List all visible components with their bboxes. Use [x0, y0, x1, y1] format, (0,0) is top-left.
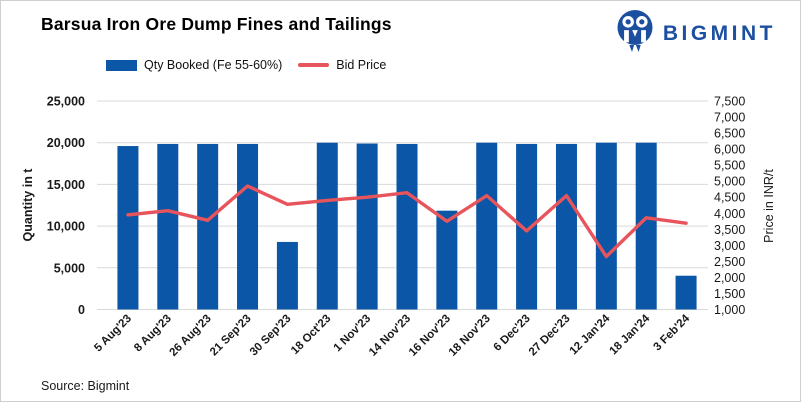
y-right-tick-label: 5,500: [714, 159, 745, 173]
legend-item-qty: Qty Booked (Fe 55-60%): [106, 58, 282, 72]
x-tick-label: 14 Nov'23: [367, 313, 413, 359]
y-right-tick-label: 1,000: [714, 303, 745, 317]
y-right-tick-label: 5,000: [714, 175, 745, 189]
x-tick-label: 8 Aug'23: [132, 313, 174, 355]
y-right-tick-label: 6,500: [714, 127, 745, 141]
x-tick-label: 12 Jan'24: [568, 312, 613, 357]
bar: [516, 143, 538, 310]
y-left-tick-label: 25,000: [47, 95, 85, 109]
x-tick-label: 30 Sep'23: [248, 313, 294, 359]
bar: [197, 143, 219, 310]
y-right-tick-label: 4,500: [714, 191, 745, 205]
bar: [635, 142, 657, 310]
y-left-axis-title: Quantity in t: [21, 168, 35, 242]
bigmint-logo-icon: [614, 8, 656, 59]
y-right-tick-label: 4,000: [714, 207, 745, 221]
legend-bar-swatch-icon: [106, 59, 137, 71]
bar: [276, 241, 298, 310]
y-right-tick-label: 2,500: [714, 255, 745, 269]
y-right-tick-label: 7,000: [714, 111, 745, 125]
bar: [157, 143, 179, 310]
legend-item-price: Bid Price: [298, 58, 386, 72]
bigmint-logo: BIGMINT: [614, 8, 776, 59]
bar: [675, 275, 697, 310]
y-left-tick-label: 15,000: [47, 178, 85, 192]
x-tick-label: 18 Oct'23: [289, 313, 333, 357]
x-tick-label: 26 Aug'23: [168, 313, 214, 359]
legend-line-swatch-icon: [298, 63, 330, 67]
bigmint-logo-text: BIGMINT: [662, 21, 776, 45]
y-right-tick-label: 3,000: [714, 239, 745, 253]
x-tick-label: 1 Nov'23: [332, 313, 374, 355]
x-tick-label: 18 Jan'24: [608, 312, 653, 357]
x-tick-label: 21 Sep'23: [208, 313, 254, 359]
legend-qty-label: Qty Booked (Fe 55-60%): [144, 58, 283, 72]
x-tick-label: 18 Nov'23: [447, 313, 493, 359]
chart-title: Barsua Iron Ore Dump Fines and Tailings: [41, 14, 392, 34]
x-tick-label: 16 Nov'23: [407, 313, 453, 359]
bar: [595, 142, 617, 310]
y-right-tick-label: 6,000: [714, 143, 745, 157]
y-right-tick-label: 3,500: [714, 223, 745, 237]
bar: [356, 143, 378, 310]
bar: [476, 142, 498, 310]
y-right-tick-label: 1,500: [714, 287, 745, 301]
bar: [117, 146, 139, 310]
y-left-tick-label: 0: [78, 303, 85, 317]
y-left-tick-label: 20,000: [47, 136, 85, 150]
source-note: Source: Bigmint: [41, 379, 130, 393]
y-right-tick-label: 2,000: [714, 271, 745, 285]
chart-legend: Qty Booked (Fe 55-60%) Bid Price: [106, 58, 386, 72]
x-tick-label: 6 Dec'23: [492, 313, 533, 354]
bar: [396, 143, 418, 310]
bar: [555, 143, 577, 310]
bid-price-line: [126, 184, 688, 259]
x-tick-label: 5 Aug'23: [92, 313, 134, 355]
x-tick-label: 27 Dec'23: [527, 313, 573, 359]
y-right-axis-title: Price in INR/t: [762, 169, 776, 243]
x-tick-label: 3 Feb'24: [651, 312, 692, 353]
y-left-tick-label: 5,000: [54, 261, 85, 275]
y-left-tick-label: 10,000: [47, 220, 85, 234]
legend-price-label: Bid Price: [336, 58, 387, 72]
bar: [436, 210, 458, 310]
y-right-tick-label: 7,500: [714, 95, 745, 109]
bar: [316, 142, 338, 310]
bar: [237, 143, 259, 310]
